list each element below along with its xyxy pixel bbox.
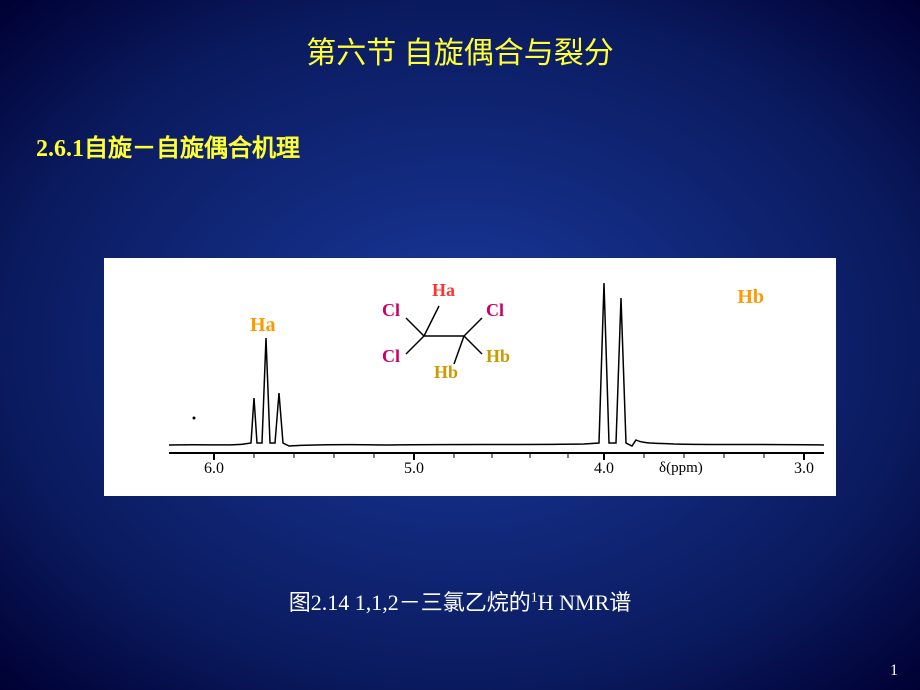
ha-label: Ha [250,314,276,337]
page-number: 1 [890,662,898,680]
molecule-ha: Ha [432,280,455,301]
caption-prefix: 图2.14 1,1,2－三氯乙烷的 [289,590,531,615]
caption-sup: 1 [531,591,538,606]
hb-label: Hb [737,286,764,309]
caption-suffix: H NMR谱 [538,590,632,615]
slide-title: 第六节 自旋偶合与裂分 [0,28,920,72]
tick-label: 4.0 [594,460,614,477]
molecule-cl: Cl [486,300,504,321]
spectrum-figure: 6.0 5.0 4.0 3.0 δ(ppm) Ha Hb Ha Cl Cl Cl… [104,258,836,496]
tick-label: 5.0 [404,460,424,477]
molecule-structure: Ha Cl Cl Cl Hb Hb [364,276,544,386]
molecule-hb: Hb [434,362,458,383]
tick-label: 6.0 [204,460,224,477]
figure-caption: 图2.14 1,1,2－三氯乙烷的1H NMR谱 [0,585,920,617]
molecule-hb: Hb [486,346,510,367]
molecule-cl: Cl [382,300,400,321]
section-subtitle: 2.6.1自旋－自旋偶合机理 [36,128,300,163]
molecule-cl: Cl [382,346,400,367]
axis-label: δ(ppm) [659,460,703,476]
noise-dot [193,417,196,420]
tick-label: 3.0 [794,460,814,477]
ha-peak [169,338,384,446]
